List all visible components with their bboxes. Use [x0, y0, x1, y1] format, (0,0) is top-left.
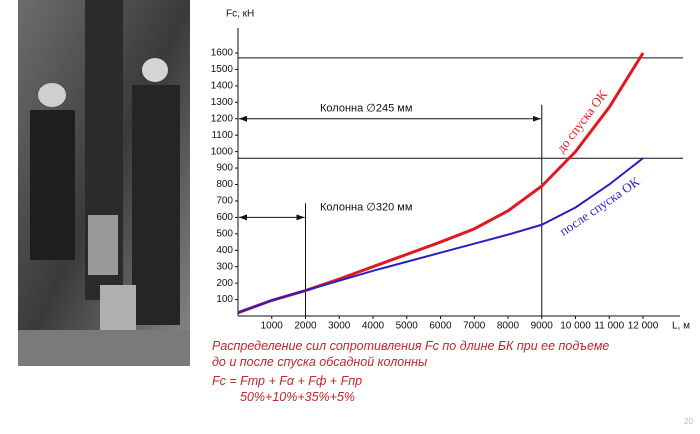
x-tick-label: 10 000: [560, 321, 591, 332]
y-axis-label: Fc, кН: [226, 9, 254, 20]
series-line: [237, 52, 645, 315]
x-tick-label: 12 000: [628, 321, 659, 332]
x-tick-label: 3000: [328, 321, 351, 332]
annotation-text: Колонна ∅245 мм: [320, 103, 412, 115]
series-label: после спуска ОК: [557, 174, 643, 239]
y-tick-label: 500: [216, 228, 233, 239]
y-tick-label: 400: [216, 245, 233, 256]
page-number: 20: [684, 417, 693, 426]
y-tick-label: 100: [216, 294, 233, 305]
y-tick-label: 600: [216, 212, 233, 223]
y-tick-label: 900: [216, 163, 233, 174]
x-tick-label: 8000: [497, 321, 520, 332]
y-tick-label: 1300: [211, 97, 234, 108]
x-tick-label: 4000: [362, 321, 385, 332]
caption: Распределение сил сопротивления Fc по дл…: [212, 339, 609, 353]
x-axis-label: L, м: [672, 321, 690, 332]
annotation-text: Колонна ∅320 мм: [320, 201, 412, 213]
x-tick-label: 11 000: [594, 321, 624, 332]
y-tick-label: 1600: [211, 48, 234, 59]
y-tick-label: 1500: [211, 64, 234, 75]
x-tick-label: 6000: [429, 321, 452, 332]
y-tick-label: 1000: [211, 146, 234, 157]
series-line: [237, 157, 644, 314]
x-tick-label: 5000: [396, 321, 419, 332]
y-tick-label: 1400: [211, 81, 234, 92]
formula-shares: 50%+10%+35%+5%: [240, 390, 355, 404]
y-tick-label: 200: [216, 278, 233, 289]
x-tick-label: 9000: [531, 321, 554, 332]
x-tick-label: 2000: [294, 321, 317, 332]
photo: [18, 0, 190, 366]
x-tick-label: 1000: [261, 321, 284, 332]
y-tick-label: 300: [216, 261, 233, 272]
y-tick-label: 1200: [211, 113, 234, 124]
y-tick-label: 1100: [211, 130, 233, 141]
caption: до и после спуска обсадной колонны: [212, 355, 427, 369]
y-tick-label: 700: [216, 196, 233, 207]
y-tick-label: 800: [216, 179, 233, 190]
x-tick-label: 7000: [463, 321, 486, 332]
formula: Fc = Fтр + Fα + Fф + Fпр: [212, 374, 362, 388]
